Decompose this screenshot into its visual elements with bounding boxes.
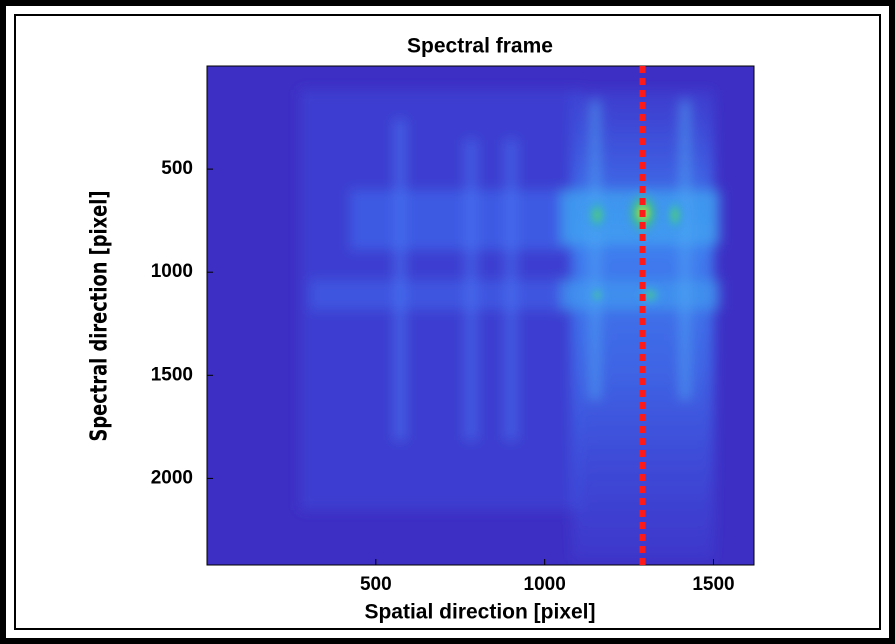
y-tick-label: 2000	[151, 467, 193, 488]
chart-title: Spectral frame	[407, 35, 553, 58]
y-tick-label: 1000	[151, 261, 193, 282]
x-tick-label: 500	[360, 574, 392, 595]
x-tick-label: 1500	[692, 574, 734, 595]
x-tick-label: 1000	[524, 574, 566, 595]
y-tick-label: 1500	[151, 364, 193, 385]
heatmap	[207, 66, 754, 565]
chart: Spectral frame Spatial direction [pixel]…	[0, 0, 895, 644]
y-axis-label: Spectral direction [pixel]	[85, 191, 112, 442]
x-axis-label: Spatial direction [pixel]	[364, 601, 595, 624]
y-tick-label: 500	[161, 158, 193, 179]
